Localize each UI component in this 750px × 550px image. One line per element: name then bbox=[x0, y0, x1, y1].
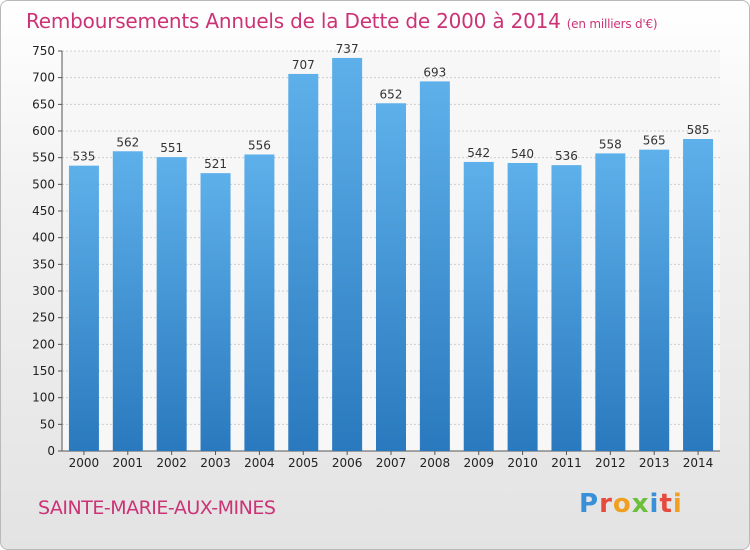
y-tick-label: 450 bbox=[32, 204, 55, 218]
data-label: 737 bbox=[336, 42, 359, 56]
bar bbox=[551, 165, 582, 451]
logo-letter: r bbox=[599, 489, 613, 519]
bar bbox=[463, 161, 494, 451]
x-tick-label: 2011 bbox=[551, 456, 582, 470]
bar bbox=[68, 165, 99, 451]
x-tick-label: 2002 bbox=[156, 456, 187, 470]
x-tick-label: 2001 bbox=[113, 456, 144, 470]
bar bbox=[639, 149, 670, 451]
bar bbox=[200, 173, 231, 451]
data-label: 693 bbox=[423, 65, 446, 79]
x-tick-label: 2014 bbox=[683, 456, 714, 470]
y-tick-label: 250 bbox=[32, 311, 55, 325]
logo-letter: i bbox=[672, 489, 683, 519]
bar bbox=[332, 57, 363, 451]
data-label: 652 bbox=[380, 87, 403, 101]
chart-title-text: Remboursements Annuels de la Dette de 20… bbox=[26, 9, 561, 33]
logo-letter: P bbox=[579, 489, 600, 519]
data-label: 535 bbox=[72, 150, 95, 164]
x-tick-label: 2000 bbox=[69, 456, 100, 470]
y-tick-label: 600 bbox=[32, 124, 55, 138]
x-tick-label: 2005 bbox=[288, 456, 319, 470]
y-tick-label: 750 bbox=[32, 44, 55, 58]
y-tick-label: 550 bbox=[32, 151, 55, 165]
y-tick-label: 100 bbox=[32, 391, 55, 405]
data-label: 556 bbox=[248, 138, 271, 152]
chart-unit: (en milliers d'€) bbox=[566, 17, 658, 31]
y-tick-label: 150 bbox=[32, 364, 55, 378]
x-tick-label: 2013 bbox=[639, 456, 670, 470]
y-tick-label: 700 bbox=[32, 71, 55, 85]
city-name: SAINTE-MARIE-AUX-MINES bbox=[38, 497, 276, 519]
y-tick-label: 400 bbox=[32, 231, 55, 245]
x-tick-label: 2004 bbox=[244, 456, 275, 470]
y-tick-label: 650 bbox=[32, 97, 55, 111]
bar bbox=[419, 81, 450, 452]
logo-letter: i bbox=[649, 489, 660, 519]
bar bbox=[156, 157, 187, 451]
y-tick-label: 300 bbox=[32, 284, 55, 298]
bar bbox=[376, 103, 406, 452]
data-label: 540 bbox=[511, 147, 534, 161]
data-label: 521 bbox=[204, 157, 227, 171]
x-tick-label: 2007 bbox=[376, 456, 407, 470]
logo-letter: x bbox=[631, 489, 650, 519]
chart-title: Remboursements Annuels de la Dette de 20… bbox=[26, 9, 658, 33]
data-label: 707 bbox=[292, 58, 315, 72]
bar bbox=[595, 153, 626, 451]
bar bbox=[112, 151, 143, 451]
x-tick-label: 2010 bbox=[507, 456, 538, 470]
y-tick-label: 200 bbox=[32, 337, 55, 351]
y-tick-label: 350 bbox=[32, 257, 55, 271]
data-label: 536 bbox=[555, 149, 578, 163]
logo-letter: o bbox=[612, 489, 632, 519]
x-tick-label: 2009 bbox=[463, 456, 494, 470]
data-label: 565 bbox=[643, 134, 666, 148]
proxiti-logo: Proxiti bbox=[579, 489, 683, 519]
y-tick-label: 50 bbox=[40, 417, 55, 431]
data-label: 562 bbox=[116, 135, 139, 149]
logo-letter: t bbox=[659, 489, 673, 519]
data-label: 542 bbox=[467, 146, 490, 160]
x-tick-label: 2008 bbox=[420, 456, 451, 470]
bar bbox=[683, 139, 714, 451]
x-tick-label: 2003 bbox=[200, 456, 231, 470]
data-label: 585 bbox=[687, 123, 710, 137]
x-tick-label: 2006 bbox=[332, 456, 363, 470]
bar bbox=[244, 154, 275, 451]
y-tick-label: 500 bbox=[32, 177, 55, 191]
y-tick-label: 0 bbox=[47, 444, 55, 458]
data-label: 551 bbox=[160, 141, 183, 155]
data-label: 558 bbox=[599, 137, 622, 151]
bar bbox=[288, 73, 319, 451]
bar bbox=[507, 163, 538, 451]
x-tick-label: 2012 bbox=[595, 456, 626, 470]
